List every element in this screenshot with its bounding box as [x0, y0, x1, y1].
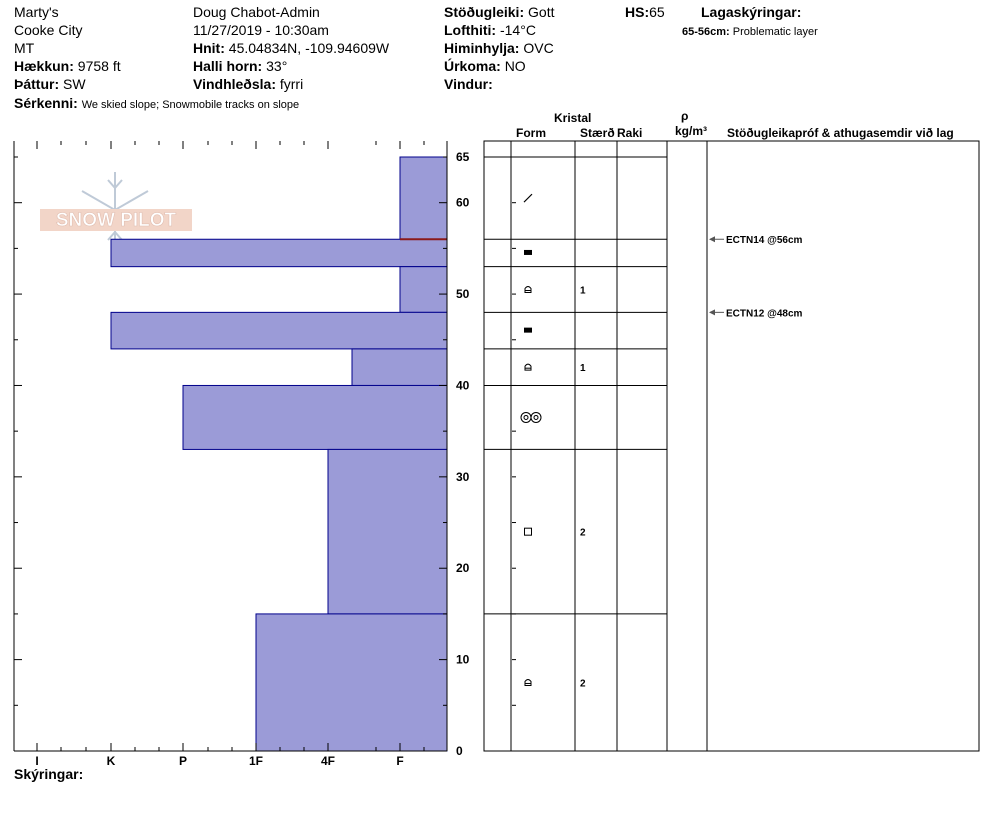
- features-value: We skied slope; Snowmobile tracks on slo…: [81, 99, 300, 111]
- wind-loading-value: fyrri: [279, 76, 304, 92]
- crystal-form-cup-icon: [524, 678, 532, 686]
- location-state: MT: [14, 40, 35, 56]
- air-temp-label: Lofthiti:: [444, 22, 497, 38]
- hardness-bar: [110, 238, 448, 268]
- x-tick-label: K: [107, 754, 116, 768]
- crystal-form-square-filled-icon: [524, 327, 532, 333]
- y-tick-label: 30: [456, 470, 470, 484]
- slope-value: 33°: [266, 58, 288, 74]
- x-tick-label: P: [179, 754, 187, 768]
- col-rho: ρ: [681, 109, 689, 123]
- elevation-label: Hækkun:: [14, 58, 74, 74]
- coords-value: 45.04834N, -109.94609W: [228, 40, 390, 56]
- col-crystal: Kristal: [554, 111, 592, 125]
- test-result-label: ECTN12 @48cm: [726, 308, 803, 319]
- col-size: Stærð: [580, 126, 615, 140]
- observation-datetime: 11/27/2019 - 10:30am: [193, 22, 329, 38]
- y-tick-label: 10: [456, 653, 470, 667]
- crystal-size: 1: [580, 363, 586, 374]
- snowpilot-logo-text: SNOW PILOT: [56, 210, 177, 231]
- test-arrowhead: [709, 309, 715, 316]
- notes-label: Skýringar:: [14, 766, 84, 782]
- hs-label: HS:: [625, 4, 650, 20]
- crystal-form-cup-icon: [524, 286, 532, 294]
- x-tick-label: I: [35, 754, 38, 768]
- slope-row: Halli horn: 33°: [193, 58, 287, 74]
- test-result-label: ECTN14 @56cm: [726, 235, 803, 246]
- y-tick-label: 0: [456, 744, 463, 758]
- crystal-form-double-ring-icon: [520, 411, 542, 423]
- y-tick-label: 20: [456, 561, 470, 575]
- elevation-value: 9758 ft: [77, 58, 121, 74]
- air-temp-row: Lofthiti: -14°C: [444, 22, 536, 38]
- coords-row: Hnit: 45.04834N, -109.94609W: [193, 40, 389, 56]
- crystal-form-cup-icon: [524, 363, 532, 371]
- crystal-form-slash-icon: [523, 193, 533, 203]
- precip-row: Úrkoma: NO: [444, 58, 526, 74]
- x-tick-label: F: [396, 754, 403, 768]
- snowpilot-logo: SNOW PILOT: [40, 172, 192, 248]
- legend-range: 65-56cm:: [682, 26, 730, 38]
- sky-label: Himinhylja:: [444, 40, 520, 56]
- sky-value: OVC: [523, 40, 554, 56]
- col-tests: Stöðugleikapróf & athugasemdir við lag: [727, 126, 954, 140]
- observer-name: Doug Chabot-Admin: [193, 4, 320, 20]
- crystal-form-square-filled-icon: [524, 249, 532, 255]
- coords-label: Hnit:: [193, 40, 225, 56]
- aspect-value: SW: [63, 76, 86, 92]
- hardness-bar: [351, 348, 448, 386]
- crystal-size: 1: [580, 286, 586, 297]
- col-moisture: Raki: [617, 126, 643, 140]
- y-tick-label: 65: [456, 150, 470, 164]
- test-arrowhead: [709, 236, 715, 243]
- hardness-bar: [110, 311, 448, 350]
- hardness-bar: [327, 448, 448, 615]
- location-name: Marty's: [14, 4, 59, 20]
- hs-row: HS:65: [625, 4, 665, 20]
- slope-label: Halli horn:: [193, 58, 263, 74]
- stability-label: Stöðugleiki:: [444, 4, 525, 20]
- y-tick-label: 40: [456, 378, 470, 392]
- legend-entry: 65-56cm: Problematic layer: [682, 24, 818, 40]
- aspect-label: Þáttur:: [14, 76, 60, 92]
- features-label: Sérkenni:: [14, 95, 78, 111]
- location-city: Cooke City: [14, 22, 83, 38]
- wind-loading-label: Vindhleðsla:: [193, 76, 276, 92]
- layer-table-frame: [483, 140, 980, 752]
- sky-row: Himinhylja: OVC: [444, 40, 554, 56]
- hardness-bar: [399, 266, 448, 313]
- col-density-unit: kg/m³: [675, 124, 708, 138]
- legend-text: Problematic layer: [732, 26, 818, 38]
- features-row: Sérkenni: We skied slope; Snowmobile tra…: [14, 95, 299, 113]
- col-form: Form: [516, 126, 546, 140]
- hardness-bar: [182, 384, 448, 450]
- x-tick-label: 4F: [321, 754, 335, 768]
- crystal-size: 2: [580, 678, 586, 689]
- hardness-bar: [255, 613, 448, 752]
- legend-label: Lagaskýringar:: [701, 4, 802, 20]
- y-tick-label: 50: [456, 287, 470, 301]
- crystal-size: 2: [580, 528, 586, 539]
- air-temp-value: -14°C: [499, 22, 536, 38]
- aspect-row: Þáttur: SW: [14, 76, 86, 92]
- stability-row: Stöðugleiki: Gott: [444, 4, 554, 20]
- wind-label: Vindur:: [444, 76, 493, 92]
- hardness-bar: [399, 156, 448, 240]
- elevation-row: Hækkun: 9758 ft: [14, 58, 121, 74]
- precip-label: Úrkoma:: [444, 58, 501, 74]
- stability-value: Gott: [528, 4, 555, 20]
- x-tick-label: 1F: [249, 754, 263, 768]
- hs-value: 65: [649, 4, 665, 20]
- crystal-form-square-icon: [524, 527, 532, 536]
- y-tick-label: 60: [456, 196, 470, 210]
- wind-loading-row: Vindhleðsla: fyrri: [193, 76, 303, 92]
- precip-value: NO: [504, 58, 526, 74]
